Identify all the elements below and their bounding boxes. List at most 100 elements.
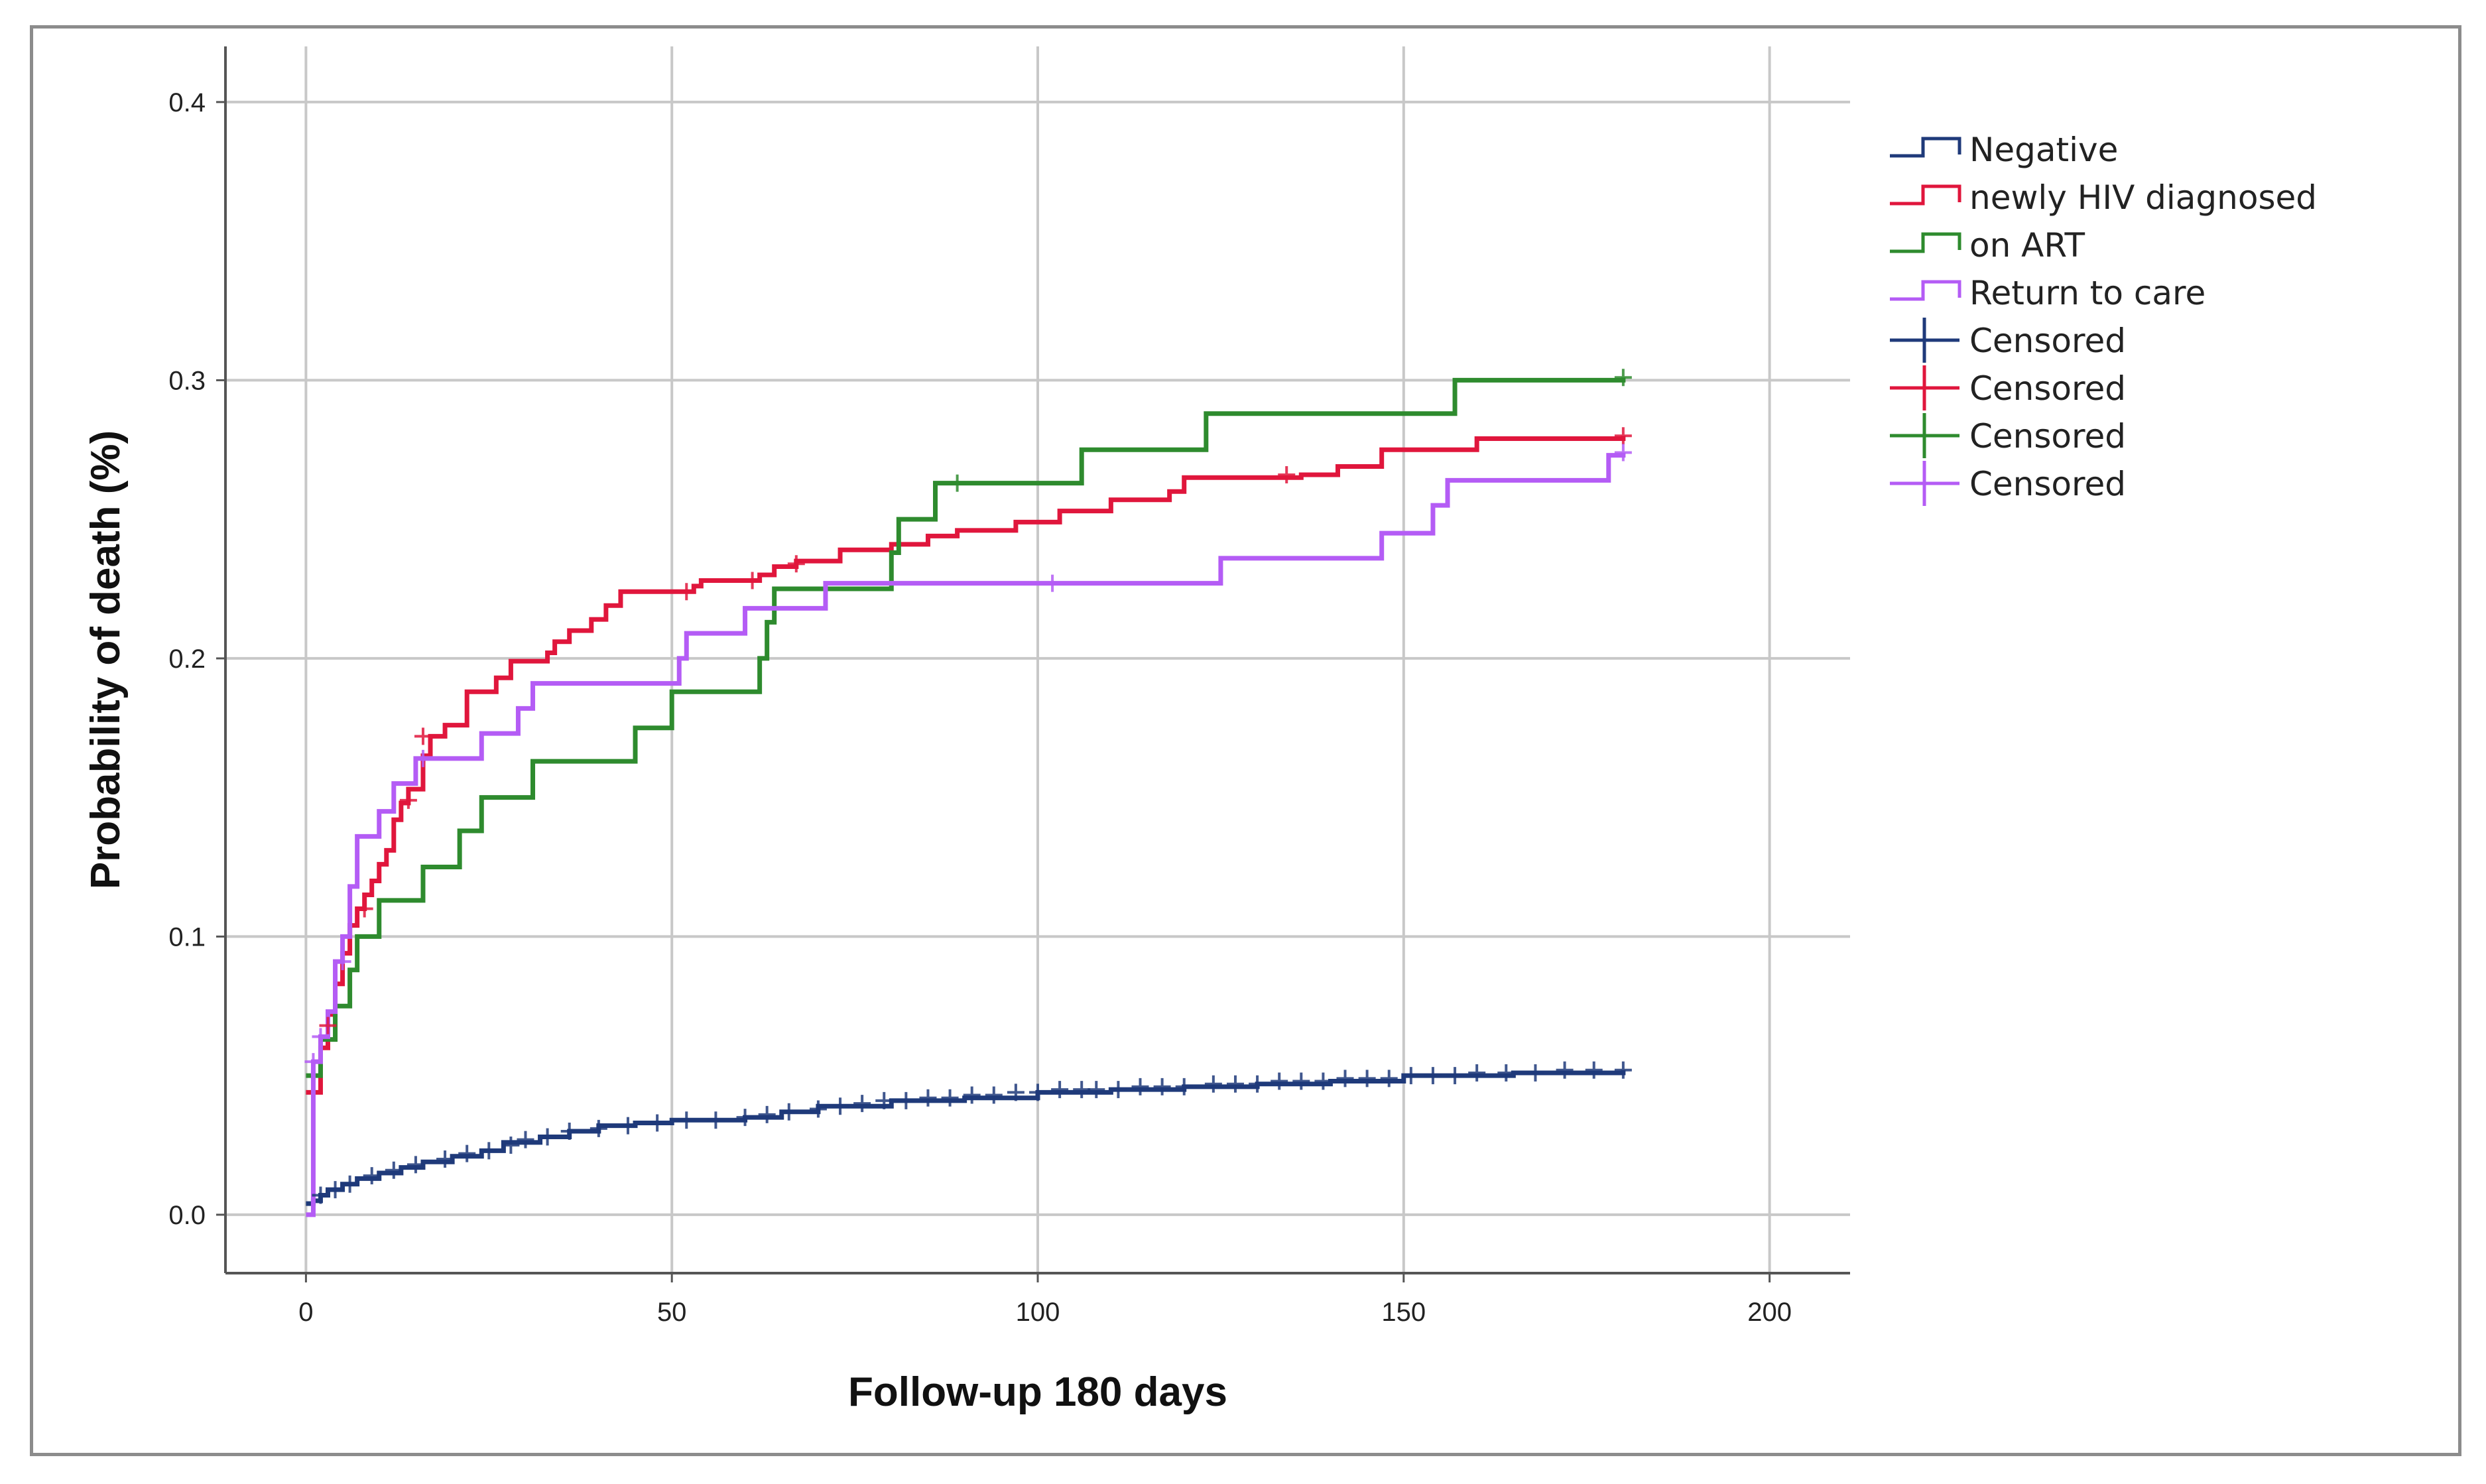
legend-swatch-censor [1890,413,1959,458]
legend-item: Censored [1890,318,2126,363]
censor-mark [560,1123,578,1141]
censor-mark [1029,1083,1046,1101]
legend-item: Censored [1890,365,2126,410]
series-line [306,436,1626,1095]
censor-mark [414,749,432,767]
censor-mark [649,1114,666,1132]
series-line [306,377,1626,1078]
legend-label: Censored [1969,465,2126,503]
censor-mark [678,1111,696,1129]
censor-mark [1007,1083,1025,1101]
series-line [306,452,1626,1217]
legend-item: Censored [1890,461,2126,506]
censor-mark [304,1053,322,1071]
legend-label: newly HIV diagnosed [1969,178,2317,217]
legend-item: Negative [1890,131,2118,169]
censor-marks [304,369,1632,1204]
censor-mark [1402,1067,1420,1085]
censor-mark [1614,369,1632,387]
censor-mark [1278,466,1296,484]
chart-frame [30,25,2461,1456]
censor-mark [1446,1067,1464,1085]
censor-mark [355,900,373,918]
censor-mark [1336,1070,1354,1087]
series-line [306,1070,1626,1206]
legend-label: Censored [1969,369,2126,408]
censor-mark [919,1089,937,1107]
y-axis-title: Probability of death (%) [83,430,129,889]
legend-label: Return to care [1969,274,2206,312]
censor-mark [743,572,761,589]
censor-mark [1109,1081,1127,1099]
censor-mark [809,1100,827,1118]
censor-mark [502,1137,520,1154]
censor-mark [1614,427,1632,445]
censor-mark [787,555,805,573]
censor-mark [1292,1072,1310,1090]
censor-mark [897,1091,915,1109]
censor-mark [853,1095,871,1113]
censor-mark [1051,1081,1069,1099]
legend-swatch-line [1890,137,1961,158]
censor-mark [1249,1075,1267,1093]
censor-mark [406,1156,424,1174]
censor-mark [985,1086,1003,1104]
x-tick-label: 0 [298,1298,313,1327]
censor-mark [948,474,966,492]
legend-swatch-line [1890,280,1961,301]
x-tick-label: 100 [1016,1298,1060,1327]
censor-mark [963,1086,981,1104]
censor-mark [1497,1064,1515,1082]
censor-mark [707,1111,725,1129]
censor-mark [1088,1081,1105,1099]
censor-mark [363,1167,381,1185]
censor-mark [312,1186,330,1204]
censor-mark [1131,1078,1149,1095]
censor-mark [1614,444,1632,462]
censor-mark [414,727,432,745]
y-tick-label: 0.4 [168,88,206,117]
legend-item: Return to care [1890,274,2206,312]
censor-mark [1358,1070,1376,1087]
censor-mark [517,1131,534,1148]
censor-mark [480,1142,498,1160]
censor-mark [399,791,417,809]
y-tick-label: 0.3 [168,366,206,395]
x-axis-title: Follow-up 180 days [848,1369,1227,1415]
censor-mark [758,1105,776,1123]
censor-mark [1468,1064,1486,1082]
censor-mark [458,1144,476,1162]
censor-mark [341,1175,359,1193]
legend: Negative newly HIV diagnosed on ART Return … [1890,131,2317,506]
censor-mark [736,1109,754,1127]
censor-mark [1073,1081,1091,1099]
censor-mark [1380,1070,1398,1087]
censor-mark [436,1150,454,1168]
censor-mark [1424,1067,1442,1085]
legend-swatch-censor [1890,461,1959,506]
plot-axes [216,46,1850,1282]
legend-label: on ART [1969,226,2085,265]
censor-mark [1204,1075,1222,1093]
legend-swatch-censor [1890,365,1959,410]
legend-swatch-censor [1890,318,1959,363]
y-tick-label: 0.0 [168,1201,206,1230]
censor-mark [1556,1061,1574,1079]
grid-lines [225,46,1850,1273]
legend-label: Censored [1969,417,2126,456]
legend-label: Censored [1969,322,2126,360]
censor-mark [1153,1078,1171,1095]
censor-mark [1614,1061,1632,1079]
censor-mark [1044,574,1062,592]
censor-mark [1526,1064,1544,1082]
censor-mark [312,1028,330,1046]
legend-swatch-line [1890,232,1961,253]
censor-mark [678,583,696,601]
legend-label: Negative [1969,131,2118,169]
censor-mark [326,1181,344,1199]
censor-mark [385,1161,403,1179]
censor-mark [334,953,351,971]
censor-mark [1175,1078,1193,1095]
censor-mark [832,1097,849,1115]
censor-mark [1226,1075,1244,1093]
